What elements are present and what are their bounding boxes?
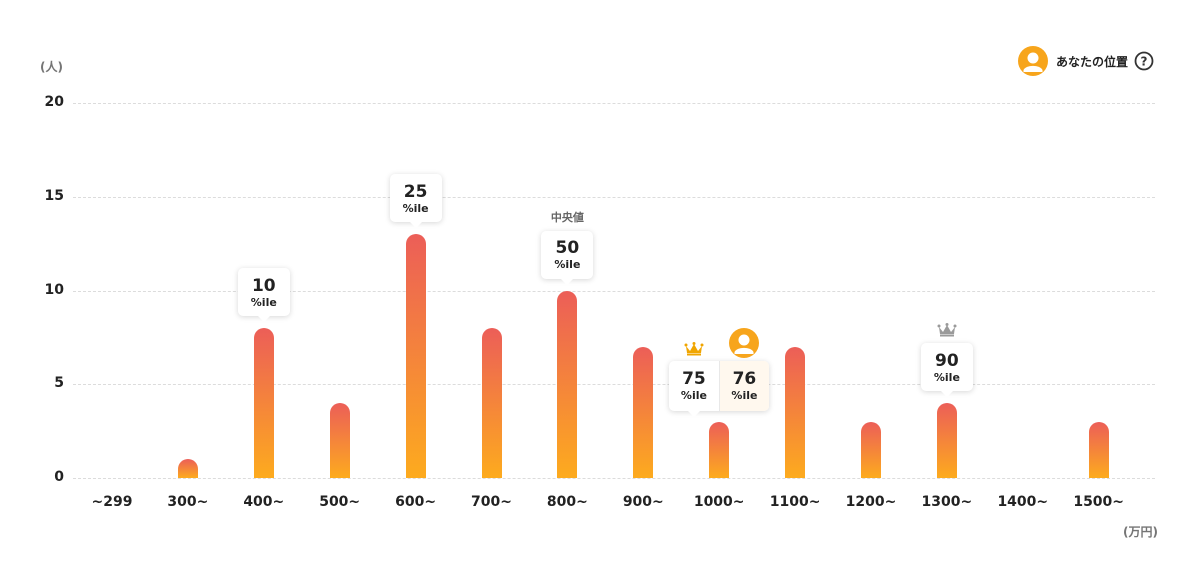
median-label: 中央値 <box>550 210 584 224</box>
your-position-avatar-icon <box>729 327 760 358</box>
user-avatar-icon <box>1017 46 1048 76</box>
y-tick-label: 5 <box>54 375 64 392</box>
y-tick-label: 15 <box>44 187 64 204</box>
bar-1200~[interactable] <box>861 421 881 478</box>
percentile-bubble: 10 %ile <box>237 268 290 322</box>
percentile-bubble: 25 %ile <box>389 174 442 229</box>
percentile-bubble-pair: 75 %ile 76 %ile <box>669 360 770 417</box>
bar-1300~[interactable] <box>936 403 957 478</box>
bar-600~[interactable] <box>405 234 426 478</box>
x-tick-label: 900~ <box>622 494 664 510</box>
gridline <box>73 478 1155 479</box>
percentile-bubble: 75 %ile <box>669 360 720 411</box>
percentile-value: 90 <box>935 350 959 371</box>
svg-text:?: ? <box>1141 55 1148 69</box>
gridline <box>73 290 1155 292</box>
bar-500~[interactable] <box>329 403 350 478</box>
crown-icon <box>684 341 704 356</box>
x-tick-label: ~299 <box>91 494 133 510</box>
gridline <box>73 384 1155 386</box>
x-tick-label: 1400~ <box>997 494 1049 510</box>
percentile-suffix: %ile <box>402 201 429 215</box>
gridline <box>73 196 1155 198</box>
y-tick-label: 20 <box>44 94 64 110</box>
legend: あなたの位置 ? <box>1017 46 1154 76</box>
x-tick-label: 500~ <box>319 494 361 510</box>
legend-label: あなたの位置 <box>1055 54 1128 69</box>
help-icon[interactable]: ? <box>1134 51 1154 71</box>
x-tick-label: 700~ <box>471 494 512 510</box>
x-tick-label: 1100~ <box>769 494 821 510</box>
percentile-value: 25 <box>403 181 428 202</box>
percentile-suffix: %ile <box>680 389 707 403</box>
x-tick-label: 800~ <box>546 494 588 510</box>
x-tick-label: 1000~ <box>693 494 745 510</box>
your-percentile-value: 76 <box>732 369 757 390</box>
x-axis-unit: (万円) <box>1123 525 1158 539</box>
percentile-value: 50 <box>555 238 580 258</box>
x-tick-label: 1200~ <box>845 494 897 510</box>
x-tick-label: 600~ <box>395 494 437 510</box>
percentile-suffix: %ile <box>250 295 277 309</box>
bar-1000~[interactable] <box>709 421 730 478</box>
your-position-bubble: 76 %ile <box>719 360 770 411</box>
bar-700~[interactable] <box>481 328 502 478</box>
percentile-value: 75 <box>682 369 706 390</box>
percentile-value: 10 <box>251 275 276 296</box>
bar-800~[interactable] <box>557 290 578 478</box>
bar-300~[interactable] <box>177 459 198 478</box>
x-tick-label: 400~ <box>243 494 285 510</box>
x-tick-label: 1500~ <box>1073 494 1125 510</box>
x-tick-label: 1300~ <box>921 494 973 510</box>
percentile-suffix: %ile <box>933 370 960 384</box>
your-percentile-suffix: %ile <box>731 389 758 403</box>
y-tick-label: 0 <box>54 469 64 485</box>
bar-1500~[interactable] <box>1088 421 1109 478</box>
crown-icon <box>937 323 957 337</box>
bar-1100~[interactable] <box>785 346 806 478</box>
bar-400~[interactable] <box>253 328 274 478</box>
percentile-bubble: 50 %ile <box>541 230 594 285</box>
y-tick-label: 10 <box>44 281 64 298</box>
percentile-bubble: 90 %ile <box>920 343 973 397</box>
percentile-suffix: %ile <box>554 258 581 271</box>
x-tick-label: 300~ <box>167 494 209 510</box>
gridline <box>73 103 1155 104</box>
bar-900~[interactable] <box>633 346 654 478</box>
y-axis-unit: (人) <box>40 60 63 74</box>
